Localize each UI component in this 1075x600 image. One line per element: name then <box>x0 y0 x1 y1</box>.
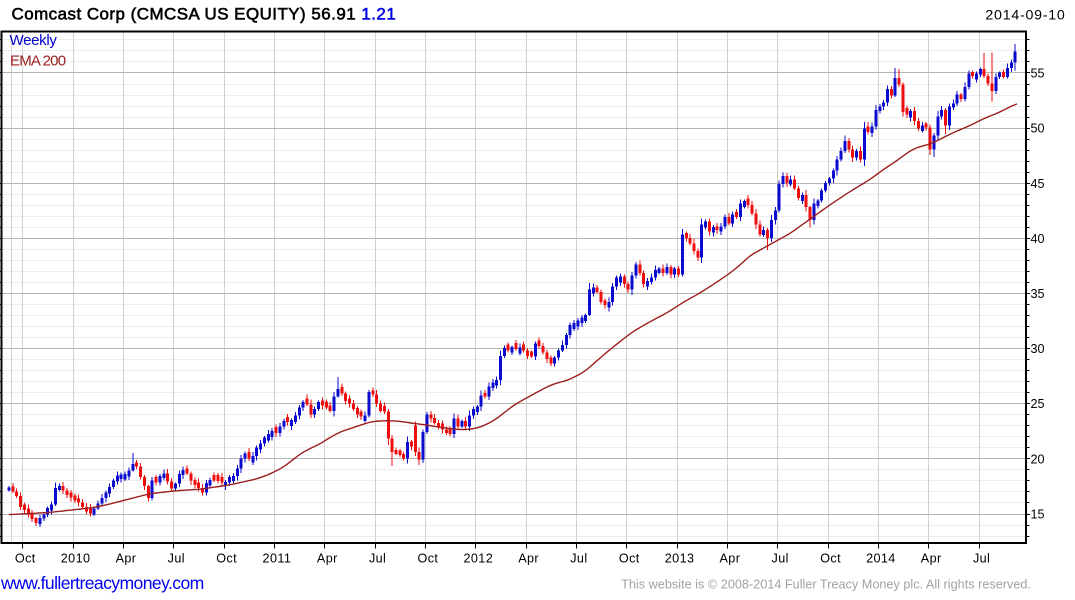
svg-text:Jul: Jul <box>168 551 185 565</box>
svg-text:This website is © 2008-2014 Fu: This website is © 2008-2014 Fuller Treac… <box>621 578 1031 592</box>
svg-text:2013: 2013 <box>665 551 695 565</box>
svg-text:EMA 200: EMA 200 <box>10 52 66 69</box>
svg-text:Apr: Apr <box>518 551 539 565</box>
svg-text:Oct: Oct <box>619 551 640 565</box>
svg-text:Jul: Jul <box>772 551 789 565</box>
svg-text:Jul: Jul <box>973 551 990 565</box>
svg-text:25: 25 <box>1031 397 1045 411</box>
svg-text:Apr: Apr <box>116 551 137 565</box>
svg-text:Oct: Oct <box>15 551 36 565</box>
svg-text:20: 20 <box>1031 452 1045 466</box>
svg-text:www.fullertreacymoney.com: www.fullertreacymoney.com <box>0 573 204 593</box>
svg-text:55: 55 <box>1031 67 1045 81</box>
svg-text:2012: 2012 <box>463 551 493 565</box>
svg-text:2010: 2010 <box>61 551 91 565</box>
svg-text:Jul: Jul <box>570 551 587 565</box>
svg-text:50: 50 <box>1031 122 1045 136</box>
svg-text:Apr: Apr <box>719 551 740 565</box>
svg-text:Jul: Jul <box>369 551 386 565</box>
svg-text:40: 40 <box>1031 232 1045 246</box>
svg-text:2014-09-10: 2014-09-10 <box>985 8 1065 24</box>
svg-text:2011: 2011 <box>263 551 292 565</box>
svg-text:Oct: Oct <box>820 551 841 565</box>
svg-text:Comcast Corp (CMCSA US EQUITY): Comcast Corp (CMCSA US EQUITY) 56.91 1.2… <box>12 5 397 24</box>
svg-text:15: 15 <box>1031 508 1045 522</box>
svg-text:Apr: Apr <box>921 551 942 565</box>
svg-text:30: 30 <box>1031 342 1045 356</box>
svg-text:Oct: Oct <box>418 551 439 565</box>
svg-text:Oct: Oct <box>216 551 237 565</box>
svg-text:Apr: Apr <box>317 551 338 565</box>
svg-text:35: 35 <box>1031 287 1045 301</box>
svg-text:45: 45 <box>1031 177 1045 191</box>
svg-text:2014: 2014 <box>866 551 896 565</box>
svg-text:Weekly: Weekly <box>10 32 58 49</box>
